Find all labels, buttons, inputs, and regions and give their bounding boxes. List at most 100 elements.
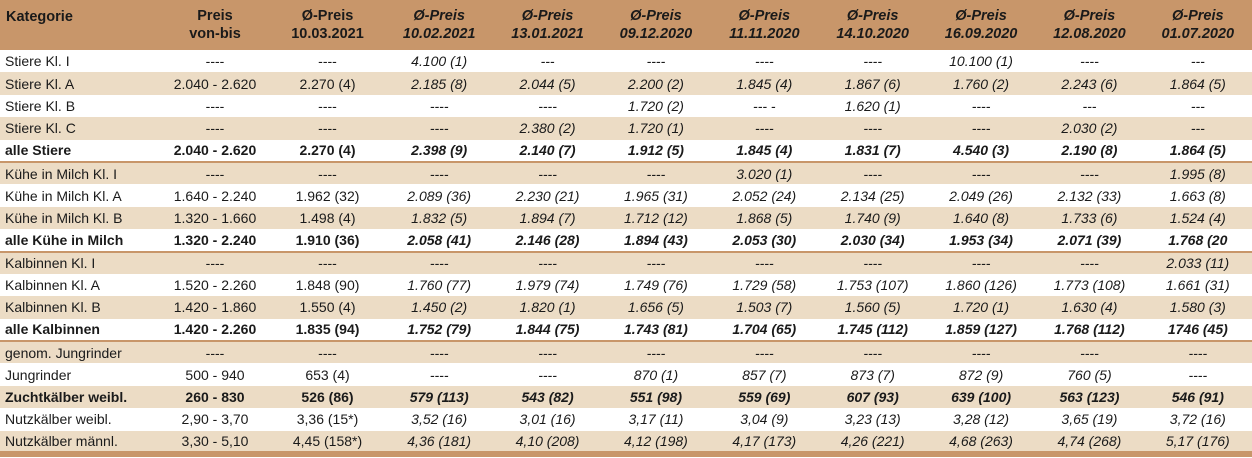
row-category: Kühe in Milch Kl. A — [5, 187, 122, 204]
row-price-range: ---- — [205, 53, 225, 70]
row-avg-price: 1.820 (1) — [519, 299, 576, 316]
row-avg-price: 3,72 (16) — [1169, 411, 1226, 428]
row-price-range: 1.320 - 2.240 — [160, 229, 270, 253]
row-avg-price: 3,23 (13) — [844, 411, 901, 428]
header-date-col: Ø-Preis 14.10.2020 — [819, 0, 927, 50]
row-avg-price: 1.498 (4) — [299, 209, 356, 226]
row-avg-price: 2.146 (28) — [493, 229, 602, 253]
row-avg-price: 1.894 (7) — [519, 209, 576, 226]
row-avg-price: 1.745 (112) — [818, 318, 927, 343]
row-avg-price: 4,74 (268) — [1035, 430, 1144, 457]
row-avg-price: 1.953 (34) — [926, 229, 1036, 253]
header-col-date: 09.12.2020 — [619, 26, 693, 42]
row-avg-price: 1.868 (5) — [736, 209, 793, 226]
row-avg-price: 2.243 (6) — [1061, 75, 1118, 92]
row-avg-price: ---- — [971, 97, 991, 114]
row-avg-price: ---- — [429, 255, 449, 272]
row-avg-price: 2.049 (26) — [949, 187, 1013, 204]
row-avg-price: 579 (113) — [409, 389, 469, 406]
row-price-range: ---- — [205, 97, 225, 114]
row-avg-price: 1.962 (32) — [295, 187, 360, 204]
row-avg-price: 1.768 (112) — [1035, 318, 1144, 343]
header-col-title: Ø-Preis — [1063, 8, 1116, 24]
table-row: Stiere Kl. C ---- ---- ---- 2.380 (2) 1.720 (… — [0, 117, 1252, 140]
table-row: alle Kalbinnen 1.420 - 2.260 1.835 (94) 1.7… — [0, 318, 1252, 343]
table-row: Stiere Kl. A 2.040 - 2.620 2.270 (4) 2.185 … — [0, 72, 1252, 95]
row-avg-price: ---- — [863, 120, 883, 137]
row-avg-price: 4,36 (181) — [385, 430, 494, 457]
row-avg-price: 2.089 (36) — [407, 187, 472, 204]
row-avg-price: 1.450 (2) — [411, 299, 468, 316]
row-avg-price: ---- — [318, 120, 337, 137]
row-avg-price: 559 (69) — [738, 389, 791, 406]
row-price-range: 1.420 - 2.260 — [160, 318, 270, 343]
row-category: Kühe in Milch Kl. I — [5, 165, 118, 182]
table-row: Kalbinnen Kl. B 1.420 - 1.860 1.550 (4) 1.4… — [0, 296, 1252, 319]
row-avg-price: 2.140 (7) — [493, 139, 602, 163]
row-avg-price: 1.661 (31) — [1165, 277, 1230, 294]
row-avg-price: ---- — [1080, 255, 1099, 272]
row-price-range: 1.320 - 1.660 — [173, 209, 257, 226]
row-avg-price: --- — [1190, 97, 1205, 114]
row-avg-price: 3,17 (11) — [628, 411, 684, 428]
row-avg-price: ---- — [1080, 165, 1099, 182]
row-avg-price: 1.640 (8) — [953, 209, 1010, 226]
row-price-range: ---- — [205, 344, 225, 361]
row-price-range: 2.040 - 2.620 — [173, 75, 257, 92]
row-avg-price: --- — [1190, 120, 1205, 137]
header-row: Kategorie Preis von-bis Ø-Preis 10.03.2021… — [0, 0, 1252, 50]
header-col-date: 13.01.2021 — [511, 26, 584, 42]
row-avg-price: 1.768 (20 — [1143, 229, 1252, 253]
row-category: alle Stiere — [0, 139, 160, 163]
row-avg-price: ---- — [538, 97, 557, 114]
table-row: Stiere Kl. I ---- ---- 4.100 (1) --- ---- ----… — [0, 50, 1252, 73]
row-avg-price: 1.743 (81) — [601, 318, 711, 343]
row-avg-price: 872 (9) — [958, 366, 1004, 383]
row-avg-price: 1.979 (74) — [515, 277, 580, 294]
row-avg-price: 1746 (45) — [1143, 318, 1252, 343]
row-avg-price: ---- — [538, 165, 557, 182]
row-avg-price: ---- — [646, 53, 666, 70]
header-date-col: Ø-Preis 11.11.2020 — [710, 0, 818, 50]
header-preis-line2: von-bis — [189, 26, 241, 42]
table-row: Nutzkälber männl. 3,30 - 5,10 4,45 (158*) 4… — [0, 430, 1252, 457]
row-avg-price: 2.071 (39) — [1035, 229, 1144, 253]
row-avg-price: 1.894 (43) — [601, 229, 711, 253]
table-row: Kalbinnen Kl. I ---- ---- ---- ---- ---- ---- -… — [0, 251, 1252, 274]
header-col-title: Ø-Preis — [413, 8, 465, 24]
row-avg-price: 1.704 (65) — [710, 318, 819, 343]
row-avg-price: 639 (100) — [951, 389, 1012, 406]
row-avg-price: 543 (82) — [521, 389, 574, 406]
row-avg-price: 870 (1) — [633, 366, 679, 383]
row-avg-price: 1.620 (1) — [844, 97, 901, 114]
row-avg-price: 1.832 (5) — [411, 209, 468, 226]
row-avg-price: 1.760 (2) — [953, 75, 1010, 92]
row-avg-price: 1.752 (79) — [385, 318, 494, 343]
table-row: Kühe in Milch Kl. B 1.320 - 1.660 1.498 (4… — [0, 206, 1252, 230]
row-avg-price: 2.053 (30) — [710, 229, 819, 253]
row-price-range: ---- — [205, 165, 225, 182]
row-avg-price: 1.503 (7) — [736, 299, 793, 316]
table-row: genom. Jungrinder ---- ---- ---- ---- ---- ---… — [0, 341, 1252, 364]
row-avg-price: 1.860 (126) — [945, 277, 1017, 294]
row-avg-price: 857 (7) — [742, 366, 787, 383]
row-avg-price: 1.630 (4) — [1061, 299, 1118, 316]
row-price-range: ---- — [205, 120, 225, 137]
row-avg-price: --- - — [753, 97, 776, 114]
row-avg-price: ---- — [971, 344, 991, 361]
row-category: Stiere Kl. C — [5, 120, 76, 137]
row-avg-price: 10.100 (1) — [949, 53, 1013, 70]
row-avg-price: ---- — [538, 344, 557, 361]
header-col-title: Ø-Preis — [846, 8, 899, 24]
row-avg-price: --- — [1082, 97, 1097, 114]
row-avg-price: ---- — [754, 53, 774, 70]
row-avg-price: ---- — [646, 165, 666, 182]
row-avg-price: 1.663 (8) — [1169, 187, 1226, 204]
row-avg-price: 1.848 (90) — [295, 277, 360, 294]
row-avg-price: ---- — [863, 344, 883, 361]
header-col-date: 10.02.2021 — [402, 26, 476, 42]
row-avg-price: 2.398 (9) — [385, 139, 494, 163]
row-avg-price: ---- — [318, 255, 337, 272]
row-avg-price: 2.270 (4) — [270, 139, 385, 163]
row-avg-price: 3,65 (19) — [1061, 411, 1118, 428]
